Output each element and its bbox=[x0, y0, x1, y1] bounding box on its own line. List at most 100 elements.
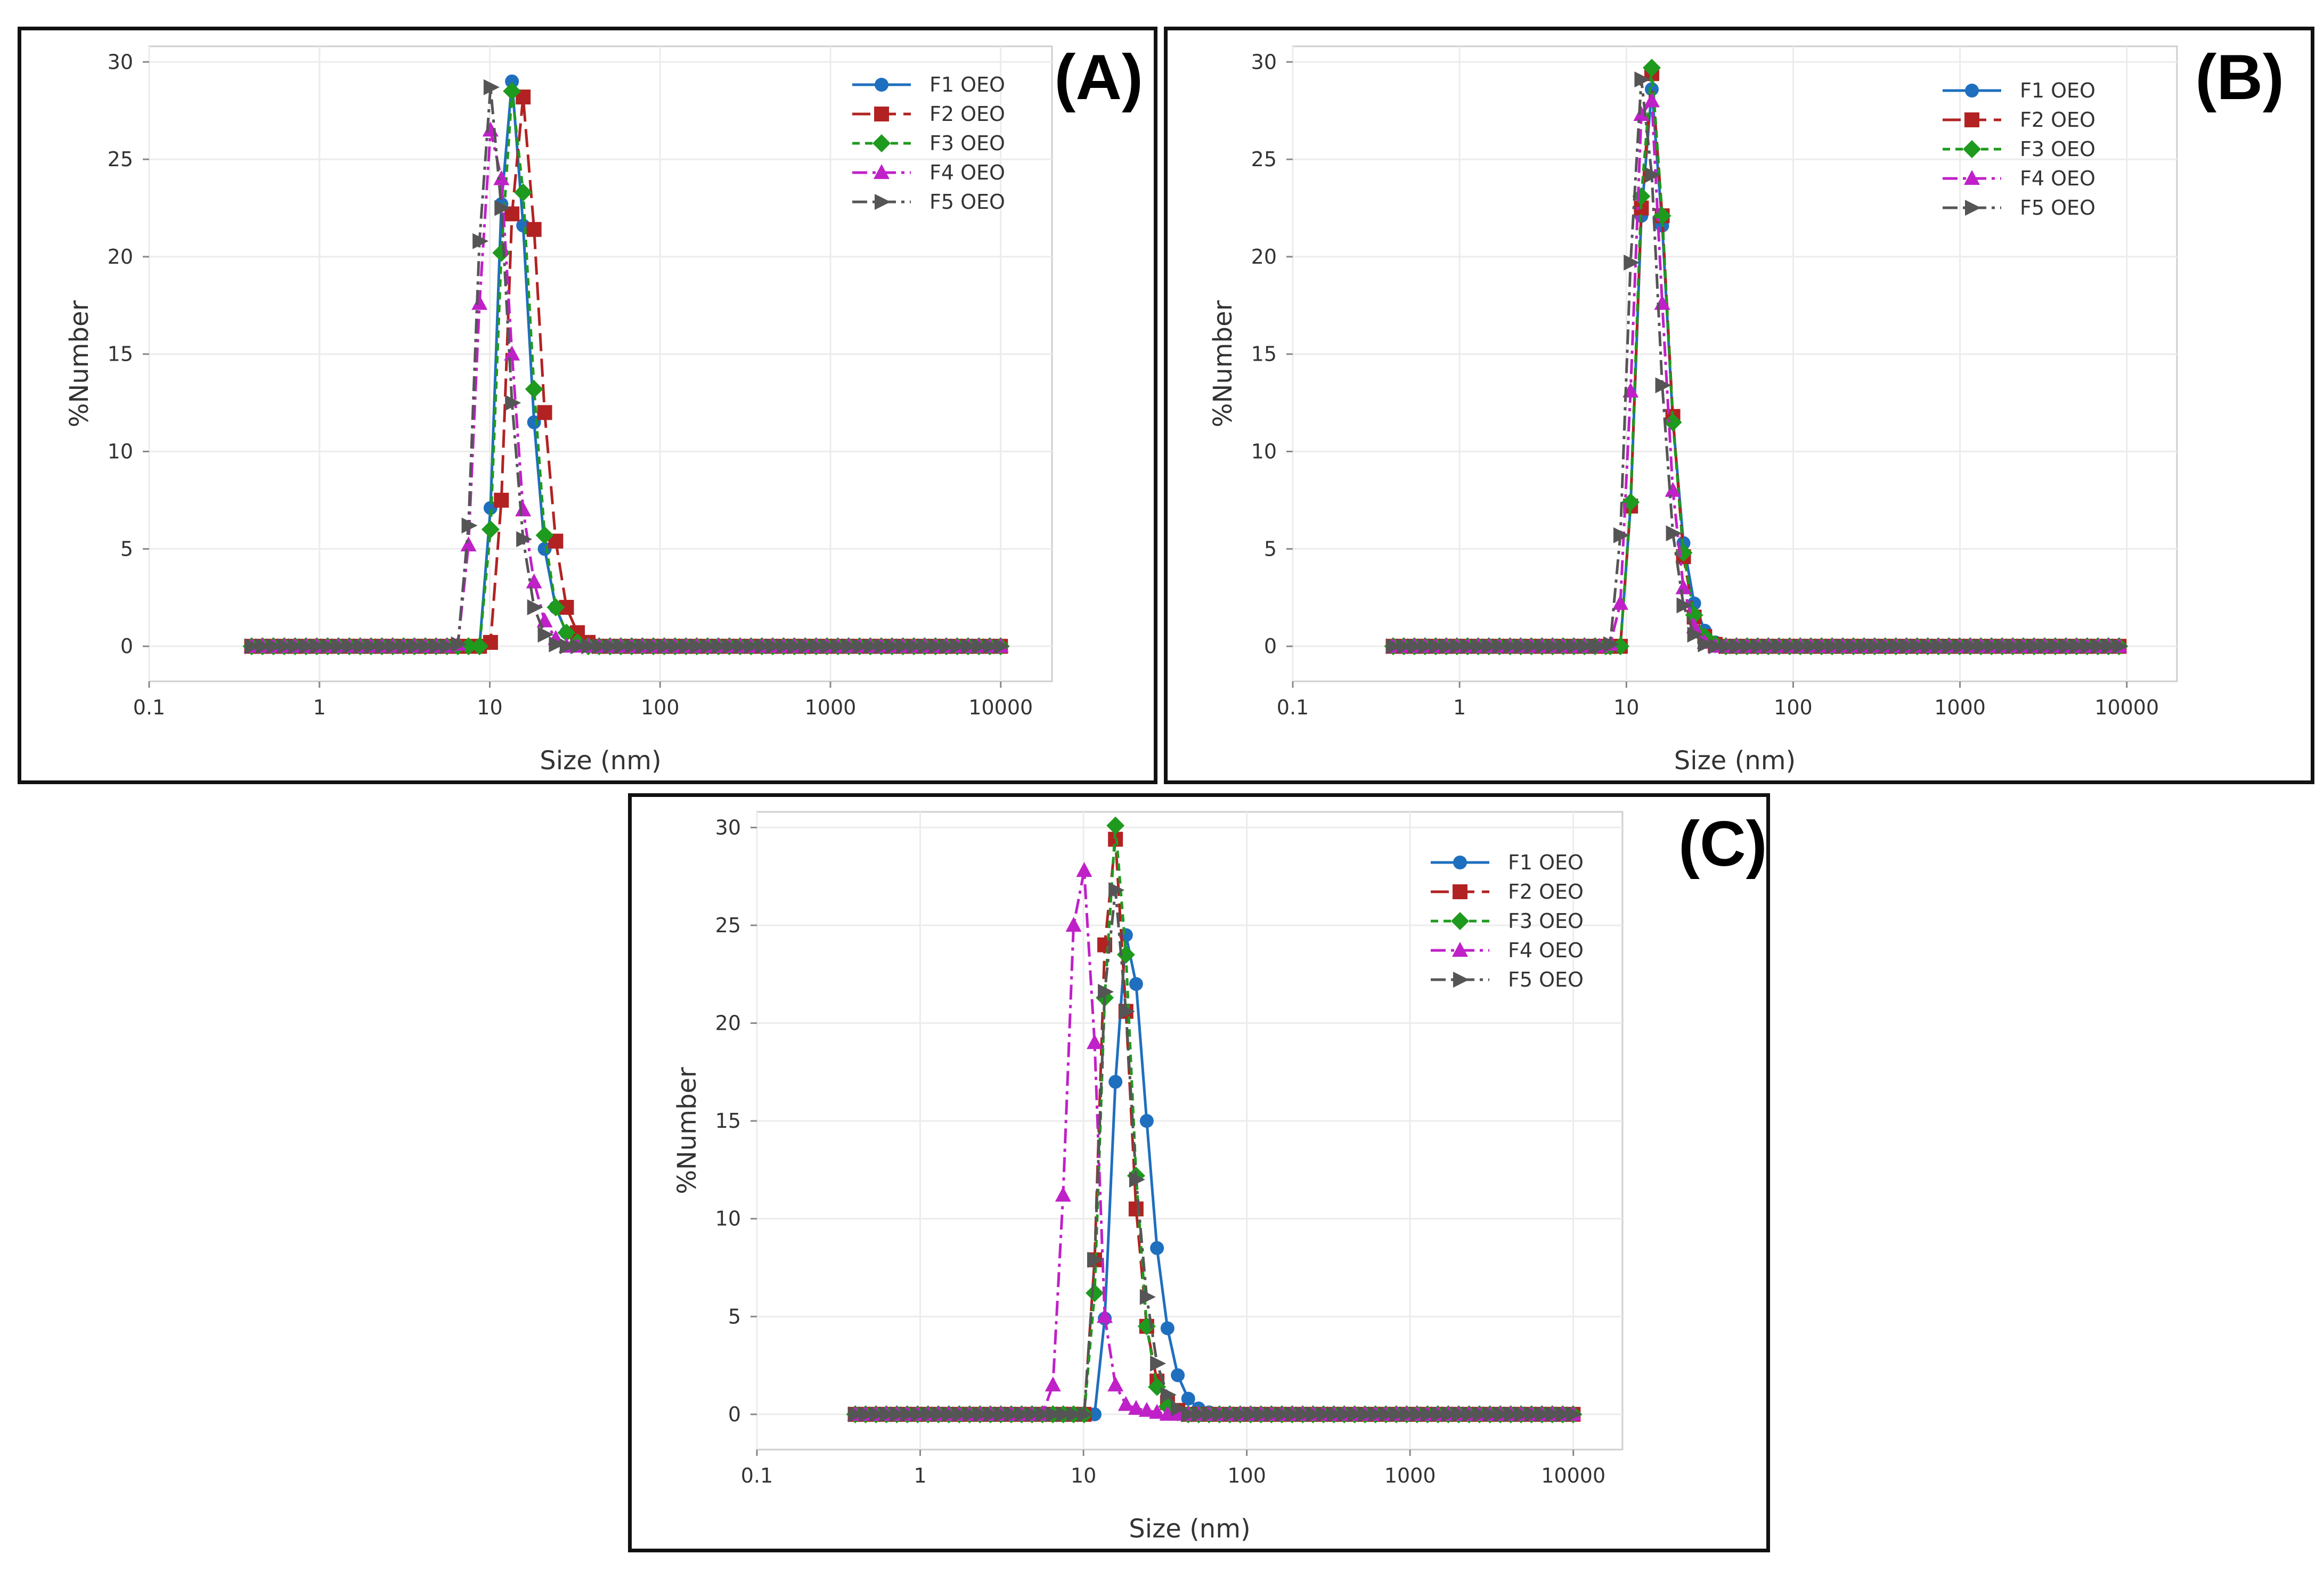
data-point bbox=[460, 536, 477, 552]
data-point bbox=[386, 638, 402, 655]
legend-marker bbox=[1453, 856, 1467, 869]
data-point bbox=[1129, 1171, 1145, 1188]
legend: F1 OEO F2 OEO F3 OEO F4 OEO F5 OEO bbox=[1943, 79, 2095, 219]
data-point bbox=[353, 638, 370, 655]
data-point bbox=[690, 638, 706, 655]
data-point bbox=[961, 638, 977, 655]
data-point bbox=[722, 638, 739, 655]
data-point bbox=[1556, 638, 1572, 655]
data-point bbox=[1138, 1402, 1155, 1417]
y-tick-label: 0 bbox=[728, 1403, 741, 1426]
legend-marker bbox=[1451, 912, 1469, 930]
data-point bbox=[1097, 1308, 1113, 1323]
data-point bbox=[515, 501, 532, 517]
data-point bbox=[2037, 638, 2054, 655]
data-point bbox=[1222, 1406, 1239, 1422]
data-point bbox=[777, 638, 793, 655]
data-point bbox=[1160, 1321, 1175, 1336]
legend-marker bbox=[874, 164, 890, 179]
data-point bbox=[1128, 1201, 1144, 1217]
legend-marker bbox=[1453, 884, 1467, 899]
data-point bbox=[1243, 1406, 1260, 1422]
data-point bbox=[470, 637, 489, 656]
series-f5 bbox=[1386, 71, 2129, 655]
x-tick-label: 1 bbox=[1453, 696, 1466, 719]
data-point bbox=[744, 638, 761, 655]
legend: F1 OEO F2 OEO F3 OEO F4 OEO F5 OEO bbox=[852, 73, 1005, 214]
y-axis-label: %Number bbox=[672, 1067, 702, 1194]
x-tick-label: 1 bbox=[914, 1464, 926, 1487]
data-point bbox=[1295, 1406, 1312, 1422]
data-point bbox=[1150, 1355, 1167, 1372]
data-point bbox=[309, 638, 326, 655]
data-point bbox=[1076, 862, 1092, 877]
data-point bbox=[1730, 638, 1746, 655]
data-point bbox=[1708, 638, 1725, 655]
data-point bbox=[1379, 1406, 1395, 1422]
legend: F1 OEO F2 OEO F3 OEO F4 OEO F5 OEO bbox=[1431, 851, 1584, 991]
data-point bbox=[1439, 638, 1456, 655]
data-point bbox=[2005, 638, 2022, 655]
data-point bbox=[1555, 1406, 1572, 1422]
legend-marker bbox=[1965, 200, 1981, 216]
data-point bbox=[885, 638, 901, 655]
data-point bbox=[592, 638, 608, 655]
data-point bbox=[921, 1406, 937, 1422]
data-point bbox=[321, 638, 337, 655]
data-point bbox=[526, 573, 542, 589]
y-tick-label: 10 bbox=[1251, 440, 1277, 463]
data-point bbox=[1150, 1241, 1164, 1255]
data-point bbox=[1899, 638, 1916, 655]
data-point bbox=[1397, 638, 1413, 655]
x-tick-label: 10 bbox=[1071, 1464, 1096, 1487]
data-point bbox=[547, 598, 565, 617]
data-point bbox=[1348, 1406, 1364, 1422]
x-tick-label: 10 bbox=[1613, 696, 1639, 719]
x-axis-label: Size (nm) bbox=[540, 746, 661, 776]
data-point bbox=[1306, 1406, 1323, 1422]
data-point bbox=[1772, 638, 1789, 655]
x-tick-label: 10000 bbox=[968, 696, 1033, 719]
data-point bbox=[614, 638, 630, 655]
data-point bbox=[983, 1406, 1000, 1422]
data-point bbox=[1171, 1400, 1187, 1417]
data-point bbox=[374, 638, 391, 655]
data-point bbox=[1611, 637, 1629, 656]
chart-b: 0.1 1 10 100 1000 10000 0 5 10 15 20 25 30 Size (nm)%… bbox=[1208, 45, 2178, 776]
data-point bbox=[1254, 1406, 1270, 1422]
data-point bbox=[863, 638, 880, 655]
data-point bbox=[1108, 1075, 1123, 1089]
x-tick-label: 0.1 bbox=[741, 1464, 773, 1487]
data-point bbox=[1118, 1396, 1134, 1411]
data-point bbox=[1055, 1186, 1071, 1202]
data-point bbox=[1665, 482, 1681, 497]
legend-marker bbox=[1963, 140, 1981, 158]
data-point bbox=[1931, 638, 1948, 655]
data-point bbox=[1410, 1406, 1426, 1422]
plot-area bbox=[148, 45, 1053, 682]
legend-label: F2 OEO bbox=[929, 102, 1005, 126]
data-point bbox=[1942, 638, 1959, 655]
data-point bbox=[483, 79, 500, 95]
data-point bbox=[1483, 1406, 1499, 1422]
data-point bbox=[1504, 1406, 1520, 1422]
data-point bbox=[459, 637, 478, 656]
x-axis: 0.1 1 10 100 1000 10000 bbox=[741, 812, 1605, 1487]
data-point bbox=[1077, 1406, 1094, 1422]
data-point bbox=[244, 638, 261, 655]
y-tick-label: 30 bbox=[108, 50, 133, 74]
data-point bbox=[1513, 638, 1530, 655]
data-point bbox=[1793, 638, 1809, 655]
data-point bbox=[1316, 1406, 1333, 1422]
data-point bbox=[2091, 638, 2107, 655]
data-point bbox=[1159, 1405, 1176, 1421]
data-point bbox=[1471, 638, 1488, 655]
data-point bbox=[831, 638, 847, 655]
data-point bbox=[1386, 638, 1402, 655]
data-point bbox=[559, 638, 576, 655]
data-point bbox=[852, 638, 869, 655]
data-point bbox=[950, 638, 967, 655]
data-point bbox=[848, 1406, 865, 1422]
legend-label: F1 OEO bbox=[929, 73, 1005, 96]
data-point bbox=[1634, 71, 1651, 88]
